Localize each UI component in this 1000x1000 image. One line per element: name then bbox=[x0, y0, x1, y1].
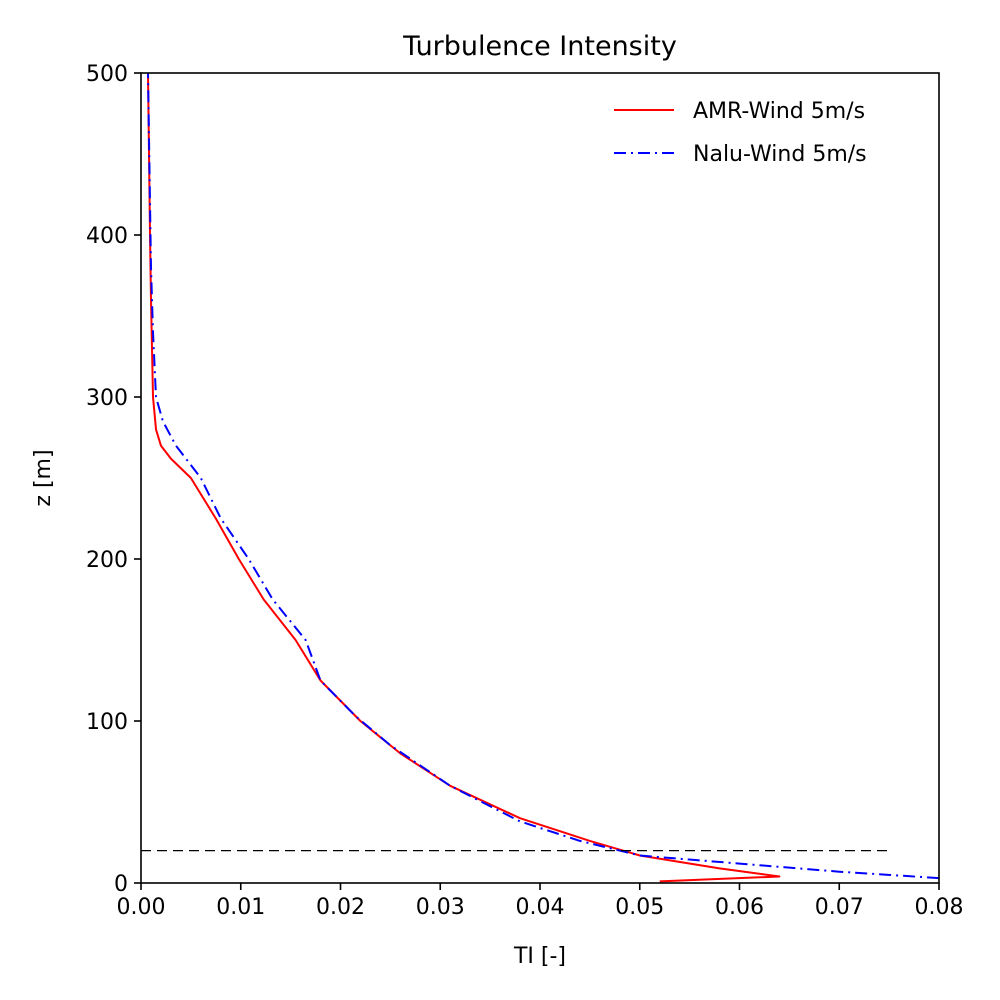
chart-title: Turbulence Intensity bbox=[402, 31, 677, 62]
plot-frame bbox=[140, 72, 940, 884]
x-ticks: 0.00 0.01 0.02 0.03 0.04 0.05 0.06 0.07 0.08 bbox=[117, 883, 964, 920]
y-ticks: 0 100 200 300 400 500 bbox=[86, 62, 141, 897]
legend-label-amr-wind: AMR-Wind 5m/s bbox=[693, 99, 865, 124]
series-layer bbox=[147, 72, 940, 883]
x-tick-label: 0.04 bbox=[516, 895, 565, 920]
x-tick-label: 0.01 bbox=[216, 895, 265, 920]
x-axis-label: TI [-] bbox=[513, 944, 566, 969]
y-axis-label: z [m] bbox=[31, 449, 56, 506]
x-tick-label: 0.06 bbox=[715, 895, 764, 920]
y-tick-label: 0 bbox=[114, 872, 128, 897]
y-tick-label: 500 bbox=[86, 62, 128, 87]
x-tick-label: 0.02 bbox=[316, 895, 365, 920]
y-tick-label: 400 bbox=[86, 224, 128, 249]
y-tick-label: 100 bbox=[86, 710, 128, 735]
legend-label-nalu-wind: Nalu-Wind 5m/s bbox=[693, 142, 867, 167]
series-line-nalu-wind bbox=[147, 72, 940, 880]
x-tick-label: 0.08 bbox=[915, 895, 964, 920]
x-tick-label: 0.03 bbox=[416, 895, 465, 920]
series-line-amr-wind bbox=[147, 72, 781, 883]
legend: AMR-Wind 5m/s Nalu-Wind 5m/s bbox=[614, 99, 867, 167]
y-tick-label: 200 bbox=[86, 548, 128, 573]
x-tick-label: 0.07 bbox=[815, 895, 864, 920]
x-tick-label: 0.05 bbox=[615, 895, 664, 920]
x-tick-label: 0.00 bbox=[117, 895, 166, 920]
y-tick-label: 300 bbox=[86, 386, 128, 411]
